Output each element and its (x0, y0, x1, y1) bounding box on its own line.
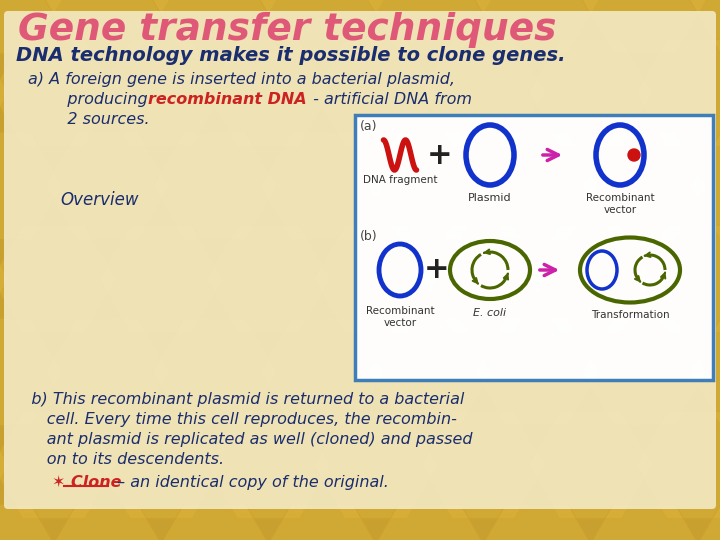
Polygon shape (0, 39, 9, 147)
Polygon shape (207, 225, 330, 333)
Polygon shape (314, 411, 438, 519)
Polygon shape (367, 0, 492, 53)
Polygon shape (475, 318, 599, 426)
Text: ✶ Clone: ✶ Clone (52, 475, 122, 490)
Polygon shape (207, 411, 330, 519)
Polygon shape (207, 39, 330, 147)
Text: Overview: Overview (60, 191, 138, 209)
Text: cell. Every time this cell reproduces, the recombin-: cell. Every time this cell reproduces, t… (16, 412, 457, 427)
Polygon shape (99, 39, 223, 147)
Polygon shape (421, 225, 545, 333)
Polygon shape (582, 318, 706, 426)
Polygon shape (0, 0, 62, 53)
Polygon shape (260, 318, 384, 426)
Text: DNA fragment: DNA fragment (363, 175, 437, 185)
Polygon shape (45, 504, 169, 540)
FancyBboxPatch shape (4, 11, 716, 509)
Polygon shape (636, 225, 720, 333)
Polygon shape (45, 318, 169, 426)
Text: E. coli: E. coli (474, 308, 507, 318)
Polygon shape (0, 411, 9, 519)
Polygon shape (582, 504, 706, 540)
Polygon shape (421, 411, 545, 519)
Text: (b): (b) (360, 230, 377, 243)
Text: Plasmid: Plasmid (468, 193, 512, 203)
Text: Gene transfer techniques: Gene transfer techniques (18, 12, 557, 48)
Polygon shape (475, 0, 599, 53)
Polygon shape (45, 132, 169, 240)
Text: b) This recombinant plasmid is returned to a bacterial: b) This recombinant plasmid is returned … (16, 392, 464, 407)
Polygon shape (0, 318, 62, 426)
Polygon shape (690, 0, 720, 53)
Polygon shape (475, 132, 599, 240)
Polygon shape (153, 318, 276, 426)
Polygon shape (314, 39, 438, 147)
Polygon shape (582, 0, 706, 53)
Polygon shape (690, 318, 720, 426)
Text: Recombinant
vector: Recombinant vector (366, 306, 434, 328)
Polygon shape (45, 0, 169, 53)
Polygon shape (99, 225, 223, 333)
Text: +: + (427, 140, 453, 170)
Text: 2 sources.: 2 sources. (52, 112, 150, 127)
Text: on to its descendents.: on to its descendents. (16, 452, 224, 467)
Text: +: + (424, 255, 450, 285)
Text: DNA technology makes it possible to clone genes.: DNA technology makes it possible to clon… (16, 46, 565, 65)
Text: a) A foreign gene is inserted into a bacterial plasmid,: a) A foreign gene is inserted into a bac… (28, 72, 455, 87)
Polygon shape (0, 411, 116, 519)
Text: ant plasmid is replicated as well (cloned) and passed: ant plasmid is replicated as well (clone… (16, 432, 472, 447)
Text: Transformation: Transformation (590, 310, 670, 320)
Polygon shape (153, 132, 276, 240)
Polygon shape (260, 504, 384, 540)
Polygon shape (528, 411, 652, 519)
Polygon shape (153, 0, 276, 53)
FancyBboxPatch shape (355, 115, 713, 380)
Polygon shape (528, 39, 652, 147)
Polygon shape (153, 504, 276, 540)
Polygon shape (636, 411, 720, 519)
Polygon shape (367, 132, 492, 240)
Polygon shape (690, 132, 720, 240)
Polygon shape (475, 504, 599, 540)
Text: - artificial DNA from: - artificial DNA from (308, 92, 472, 107)
Text: (a): (a) (360, 120, 377, 133)
Polygon shape (314, 225, 438, 333)
Polygon shape (367, 318, 492, 426)
Text: recombinant DNA: recombinant DNA (148, 92, 307, 107)
Polygon shape (636, 39, 720, 147)
Polygon shape (0, 225, 9, 333)
Polygon shape (528, 225, 652, 333)
Circle shape (628, 149, 640, 161)
Polygon shape (260, 0, 384, 53)
Text: Recombinant
vector: Recombinant vector (585, 193, 654, 214)
Polygon shape (0, 225, 116, 333)
Text: – an identical copy of the original.: – an identical copy of the original. (112, 475, 389, 490)
Polygon shape (0, 39, 116, 147)
Polygon shape (367, 504, 492, 540)
Polygon shape (0, 504, 62, 540)
Polygon shape (99, 411, 223, 519)
Polygon shape (690, 504, 720, 540)
Polygon shape (0, 132, 62, 240)
Polygon shape (421, 39, 545, 147)
Polygon shape (260, 132, 384, 240)
Polygon shape (582, 132, 706, 240)
Text: producing: producing (52, 92, 153, 107)
